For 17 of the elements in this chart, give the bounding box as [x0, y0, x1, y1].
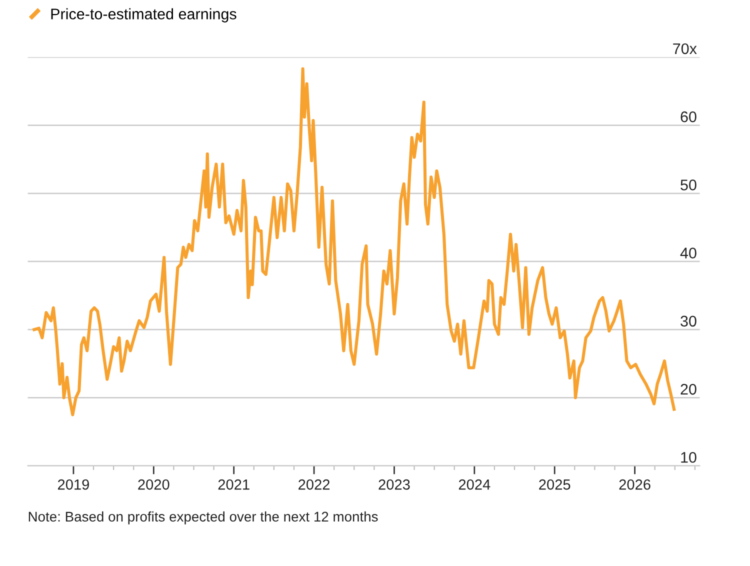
x-tick-label: 2025 — [539, 479, 570, 490]
x-tick-label: 2019 — [58, 479, 89, 490]
x-tick-label: 2020 — [138, 479, 170, 490]
x-tick-label: 2021 — [218, 479, 250, 490]
x-tick-label: 2024 — [458, 479, 490, 490]
y-tick-label: 40 — [680, 248, 696, 258]
y-tick-label: 70x — [673, 43, 697, 54]
y-tick-label: 10 — [681, 452, 696, 463]
x-tick-label: 2022 — [298, 479, 330, 490]
y-tick-label: 60 — [680, 111, 696, 122]
text: Note: Based on profits expected over the next 12 months — [28, 511, 378, 524]
y-tick-label: 50 — [680, 180, 696, 190]
x-tick-label: 2026 — [619, 479, 650, 490]
legend-label: Price-to-estimated earnings — [51, 8, 236, 22]
x-tick-label: 2023 — [378, 479, 410, 490]
y-tick-label: 30 — [680, 316, 696, 327]
y-tick-label: 20 — [680, 384, 696, 395]
